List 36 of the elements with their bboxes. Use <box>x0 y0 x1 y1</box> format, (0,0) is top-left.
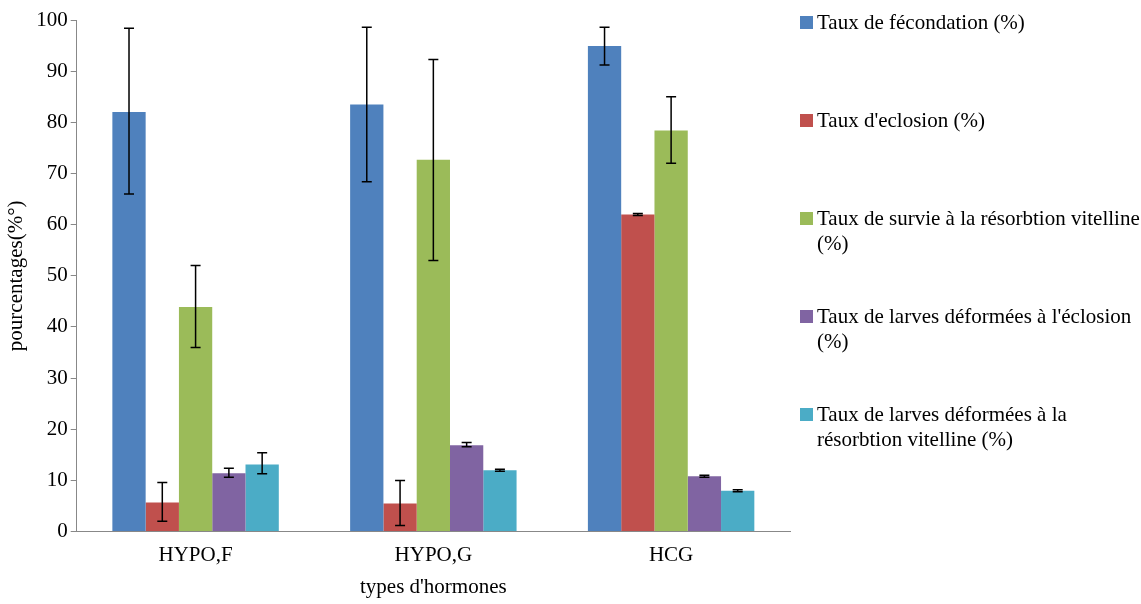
y-tick-label: 90 <box>46 57 68 82</box>
y-axis-title: pourcentages(%°) <box>3 200 28 352</box>
x-tick-label: HYPO,G <box>394 541 473 566</box>
y-tick-label: 70 <box>46 160 68 184</box>
legend-label: Taux de larves déformées à l'éclosion (%) <box>817 304 1133 354</box>
legend-label: Taux de larves déformées à la résorbtion vitelline (%) <box>817 402 1068 452</box>
bar <box>245 464 279 532</box>
y-tick-label: 50 <box>46 262 68 287</box>
y-tick-label: 60 <box>46 211 68 236</box>
bar <box>483 470 517 532</box>
bar <box>178 307 213 532</box>
bar <box>621 214 655 532</box>
x-axis-title: types d'hormones <box>360 573 507 598</box>
bar <box>416 159 450 532</box>
x-tick-label: HYPO,F <box>158 541 233 566</box>
legend-label: Taux de survie à la résorbtion vitelline (%) <box>817 206 1140 256</box>
bar <box>654 130 688 532</box>
y-tick-label: 10 <box>46 466 68 491</box>
bar <box>112 112 146 532</box>
bar <box>449 445 484 532</box>
bar <box>687 476 722 532</box>
bar <box>350 104 384 532</box>
y-tick-label: 40 <box>46 313 68 338</box>
legend-label: Taux d'eclosion (%) <box>817 108 985 133</box>
y-tick-label: 0 <box>57 518 68 543</box>
bar <box>587 46 622 532</box>
y-tick-label: 20 <box>46 415 68 440</box>
bar <box>721 490 755 532</box>
bar <box>145 502 179 532</box>
y-tick-label: 80 <box>46 108 68 133</box>
bar <box>383 503 417 532</box>
bar <box>212 473 246 532</box>
y-tick-label: 30 <box>46 364 68 389</box>
y-tick-label: 100 <box>36 6 68 31</box>
x-tick-label: HCG <box>648 541 694 566</box>
legend-label: Taux de fécondation (%) <box>817 10 1025 35</box>
